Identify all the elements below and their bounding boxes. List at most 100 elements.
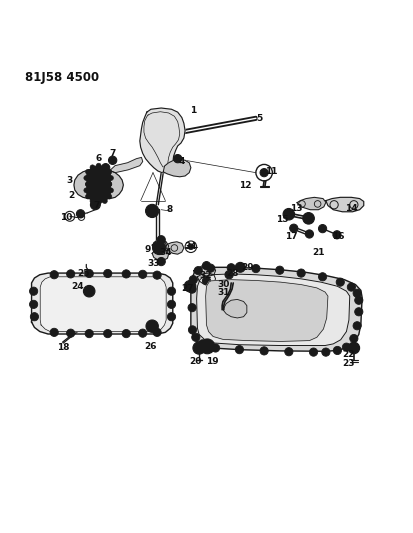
- Circle shape: [84, 188, 89, 193]
- Text: 4: 4: [178, 157, 185, 166]
- Circle shape: [90, 165, 95, 170]
- Circle shape: [30, 312, 38, 321]
- Polygon shape: [197, 273, 216, 285]
- Circle shape: [107, 182, 112, 187]
- Circle shape: [188, 304, 196, 312]
- Text: 11: 11: [265, 167, 278, 176]
- Polygon shape: [163, 159, 191, 177]
- Text: 12: 12: [240, 181, 252, 190]
- Text: 13: 13: [290, 204, 302, 213]
- Text: 34: 34: [160, 248, 173, 256]
- Circle shape: [202, 277, 211, 285]
- Text: 23: 23: [342, 359, 354, 368]
- Circle shape: [107, 169, 112, 174]
- Circle shape: [188, 244, 194, 249]
- Circle shape: [85, 182, 90, 187]
- Circle shape: [350, 334, 358, 343]
- Circle shape: [193, 342, 205, 354]
- Polygon shape: [152, 240, 169, 252]
- Text: 27: 27: [182, 284, 194, 293]
- Polygon shape: [197, 265, 216, 277]
- Circle shape: [96, 175, 101, 181]
- Text: 26: 26: [145, 342, 157, 351]
- Circle shape: [188, 326, 197, 334]
- Circle shape: [200, 339, 215, 354]
- Circle shape: [348, 342, 360, 354]
- Text: 29: 29: [241, 263, 254, 272]
- Circle shape: [235, 345, 244, 354]
- Circle shape: [322, 348, 330, 356]
- Text: 8: 8: [166, 205, 173, 214]
- Text: 7: 7: [93, 201, 100, 210]
- Circle shape: [90, 200, 100, 209]
- Polygon shape: [153, 241, 166, 248]
- Circle shape: [139, 270, 147, 278]
- Text: 7: 7: [109, 149, 116, 158]
- Circle shape: [336, 278, 344, 286]
- Circle shape: [50, 271, 58, 279]
- Circle shape: [189, 276, 197, 284]
- Polygon shape: [326, 197, 364, 212]
- Polygon shape: [140, 108, 185, 173]
- Circle shape: [29, 287, 38, 295]
- Polygon shape: [197, 274, 350, 345]
- Circle shape: [85, 194, 90, 199]
- Circle shape: [188, 285, 196, 293]
- Circle shape: [157, 257, 165, 265]
- Circle shape: [104, 269, 112, 278]
- Text: 19: 19: [206, 358, 219, 367]
- Circle shape: [252, 264, 260, 273]
- Circle shape: [86, 178, 111, 203]
- Polygon shape: [191, 268, 362, 351]
- Circle shape: [122, 270, 131, 278]
- Circle shape: [152, 241, 166, 255]
- Circle shape: [96, 188, 101, 193]
- Text: 81J58 4500: 81J58 4500: [25, 71, 100, 84]
- Circle shape: [355, 308, 363, 316]
- Circle shape: [146, 320, 158, 333]
- Text: 14: 14: [345, 204, 358, 213]
- Circle shape: [202, 262, 211, 270]
- Polygon shape: [152, 248, 169, 260]
- Circle shape: [225, 271, 233, 279]
- Circle shape: [153, 271, 161, 279]
- Text: 5: 5: [256, 114, 262, 123]
- Text: 16: 16: [332, 232, 344, 241]
- Text: 21: 21: [312, 248, 325, 256]
- Circle shape: [167, 300, 176, 309]
- Text: 20: 20: [189, 358, 201, 367]
- Polygon shape: [110, 157, 143, 173]
- Polygon shape: [31, 273, 173, 334]
- Circle shape: [86, 166, 111, 190]
- Circle shape: [83, 286, 95, 297]
- Text: 25: 25: [77, 269, 89, 278]
- Polygon shape: [165, 242, 184, 254]
- Circle shape: [102, 177, 107, 182]
- Circle shape: [275, 266, 284, 274]
- Text: 18: 18: [57, 343, 69, 352]
- Circle shape: [290, 224, 298, 232]
- Text: 32: 32: [199, 271, 212, 280]
- Circle shape: [66, 329, 75, 337]
- Circle shape: [96, 200, 101, 205]
- Circle shape: [211, 344, 220, 352]
- Circle shape: [90, 199, 95, 204]
- Circle shape: [157, 236, 165, 244]
- Circle shape: [85, 182, 90, 187]
- Text: 30: 30: [218, 280, 230, 289]
- Circle shape: [104, 329, 112, 338]
- Circle shape: [109, 175, 114, 181]
- Circle shape: [355, 296, 363, 304]
- Circle shape: [260, 168, 268, 177]
- Circle shape: [223, 287, 230, 293]
- Circle shape: [309, 348, 318, 356]
- Text: 3: 3: [67, 175, 73, 184]
- Circle shape: [85, 269, 93, 278]
- Circle shape: [318, 224, 327, 233]
- Text: 6: 6: [95, 154, 102, 163]
- Circle shape: [167, 287, 176, 295]
- Circle shape: [109, 156, 117, 164]
- Text: 10: 10: [59, 213, 72, 222]
- Circle shape: [305, 230, 313, 238]
- Circle shape: [102, 165, 107, 170]
